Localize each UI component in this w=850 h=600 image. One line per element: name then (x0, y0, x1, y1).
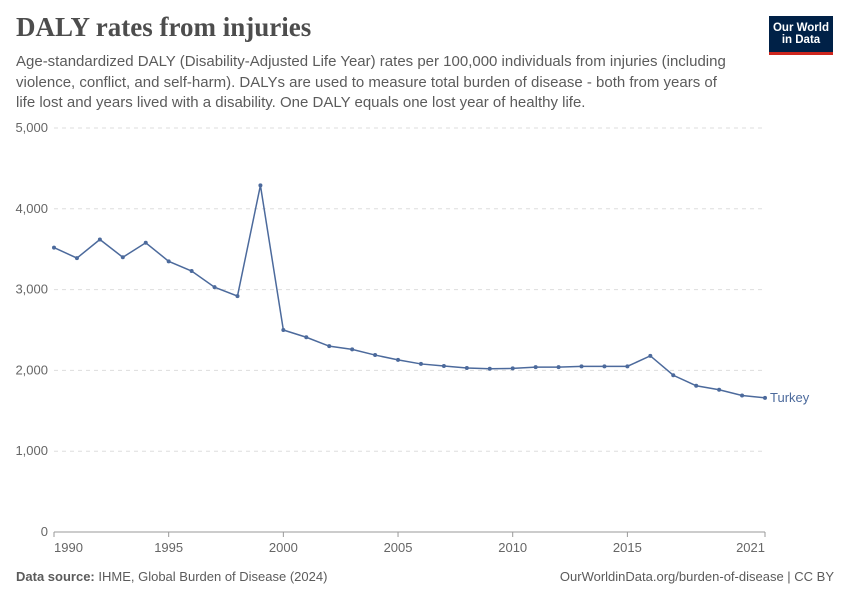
y-tick-label: 0 (41, 524, 48, 539)
data-point (120, 255, 125, 260)
data-point (487, 366, 492, 371)
data-point (510, 366, 515, 371)
logo-line: Our World (772, 22, 829, 34)
logo-line: in Data (781, 34, 821, 46)
y-tick-label: 4,000 (15, 201, 48, 216)
data-point (166, 259, 171, 264)
source: Data source: IHME, Global Burden of Dise… (16, 569, 327, 584)
x-tick-label: 1995 (154, 540, 183, 555)
x-tick-label: 2015 (613, 540, 642, 555)
data-point (694, 383, 699, 388)
y-tick-label: 5,000 (15, 120, 48, 135)
data-point (579, 364, 584, 369)
x-tick-label: 2021 (736, 540, 765, 555)
data-point (671, 373, 676, 378)
data-point (717, 387, 722, 392)
chart-subtitle: Age-standardized DALY (Disability-Adjust… (16, 53, 726, 111)
y-tick-label: 2,000 (15, 362, 48, 377)
data-point (97, 237, 102, 242)
source-link[interactable]: OurWorldinData.org/burden-of-disease | C… (559, 569, 834, 584)
data-point (396, 357, 401, 362)
data-point (740, 393, 745, 398)
data-point (52, 245, 56, 250)
chart-title: DALY rates from injuries (16, 12, 312, 42)
x-tick-label: 2000 (269, 540, 298, 555)
series-line (53, 185, 766, 399)
data-point (418, 361, 423, 366)
y-tick-label: 3,000 (15, 282, 48, 297)
data-point (143, 240, 148, 245)
data-point (235, 294, 240, 299)
data-point (74, 256, 79, 261)
data-point (373, 353, 378, 358)
data-point (304, 335, 309, 340)
x-tick-label: 2005 (384, 540, 413, 555)
logo[interactable]: Our World in Data (769, 16, 833, 55)
data-point (625, 364, 630, 369)
data-point (648, 353, 653, 358)
data-point (212, 285, 217, 290)
data-point (327, 344, 332, 349)
y-tick-label: 1,000 (15, 443, 48, 458)
data-point (533, 365, 538, 370)
source-text: IHME, Global Burden of Disease (2024) (98, 569, 328, 584)
data-point (189, 269, 194, 274)
source-label: Data source: (16, 569, 95, 584)
data-point (281, 328, 286, 332)
series-label: Turkey (770, 390, 810, 405)
data-point (441, 363, 446, 368)
data-point (556, 365, 561, 370)
x-tick-label: 1990 (54, 540, 83, 555)
data-point (258, 183, 263, 188)
x-tick-label: 2010 (498, 540, 527, 555)
data-point (602, 364, 607, 369)
data-point (763, 395, 767, 400)
data-point (464, 365, 469, 370)
data-point (350, 347, 355, 352)
